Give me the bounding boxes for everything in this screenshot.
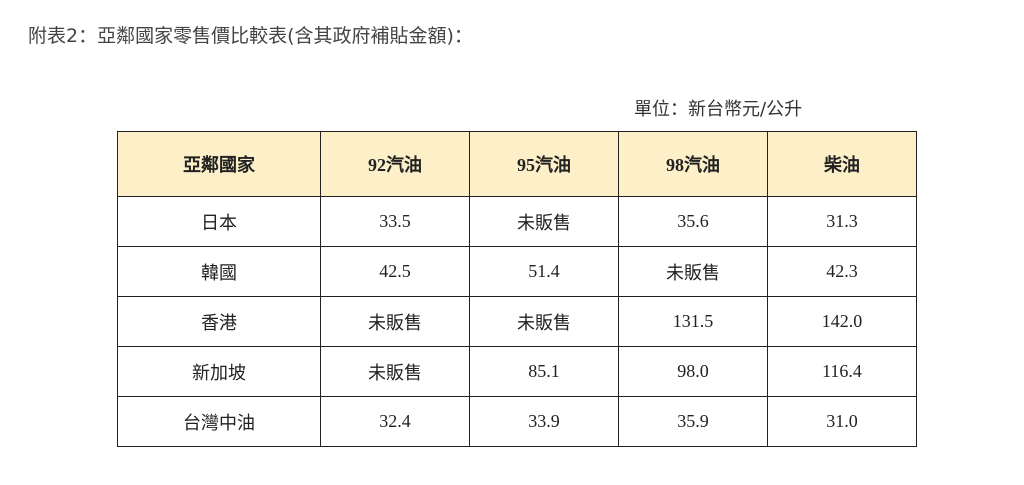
table-header-row: 亞鄰國家 92汽油 95汽油 98汽油 柴油	[117, 131, 917, 197]
header-92: 92汽油	[320, 131, 470, 197]
price-comparison-table: 亞鄰國家 92汽油 95汽油 98汽油 柴油 日本 33.5 未販售 35.6 31.3…	[117, 131, 917, 447]
price-cell: 未販售	[320, 346, 470, 397]
price-cell: 116.4	[767, 346, 917, 397]
price-cell: 35.9	[618, 396, 768, 447]
price-cell: 42.3	[767, 246, 917, 297]
document-title: 附表2：亞鄰國家零售價比較表(含其政府補貼金額)：	[28, 25, 473, 47]
header-diesel: 柴油	[767, 131, 917, 197]
price-cell: 85.1	[469, 346, 619, 397]
country-cell: 韓國	[117, 246, 321, 297]
price-cell: 33.9	[469, 396, 619, 447]
table-row: 韓國 42.5 51.4 未販售 42.3	[117, 246, 917, 297]
price-cell: 142.0	[767, 296, 917, 347]
country-cell: 日本	[117, 196, 321, 247]
country-cell: 新加坡	[117, 346, 321, 397]
price-cell: 32.4	[320, 396, 470, 447]
country-cell: 台灣中油	[117, 396, 321, 447]
price-cell: 31.0	[767, 396, 917, 447]
price-cell: 42.5	[320, 246, 470, 297]
price-cell: 未販售	[320, 296, 470, 347]
country-cell: 香港	[117, 296, 321, 347]
table-row: 日本 33.5 未販售 35.6 31.3	[117, 196, 917, 247]
table-row: 新加坡 未販售 85.1 98.0 116.4	[117, 346, 917, 397]
price-cell: 35.6	[618, 196, 768, 247]
table-row: 香港 未販售 未販售 131.5 142.0	[117, 296, 917, 347]
price-cell: 33.5	[320, 196, 470, 247]
header-country: 亞鄰國家	[117, 131, 321, 197]
price-cell: 98.0	[618, 346, 768, 397]
unit-label: 單位：新台幣元/公升	[634, 99, 803, 120]
price-cell: 131.5	[618, 296, 768, 347]
header-95: 95汽油	[469, 131, 619, 197]
price-cell: 未販售	[469, 296, 619, 347]
price-cell: 31.3	[767, 196, 917, 247]
price-cell: 51.4	[469, 246, 619, 297]
table-row: 台灣中油 32.4 33.9 35.9 31.0	[117, 396, 917, 447]
header-98: 98汽油	[618, 131, 768, 197]
price-cell: 未販售	[469, 196, 619, 247]
price-cell: 未販售	[618, 246, 768, 297]
